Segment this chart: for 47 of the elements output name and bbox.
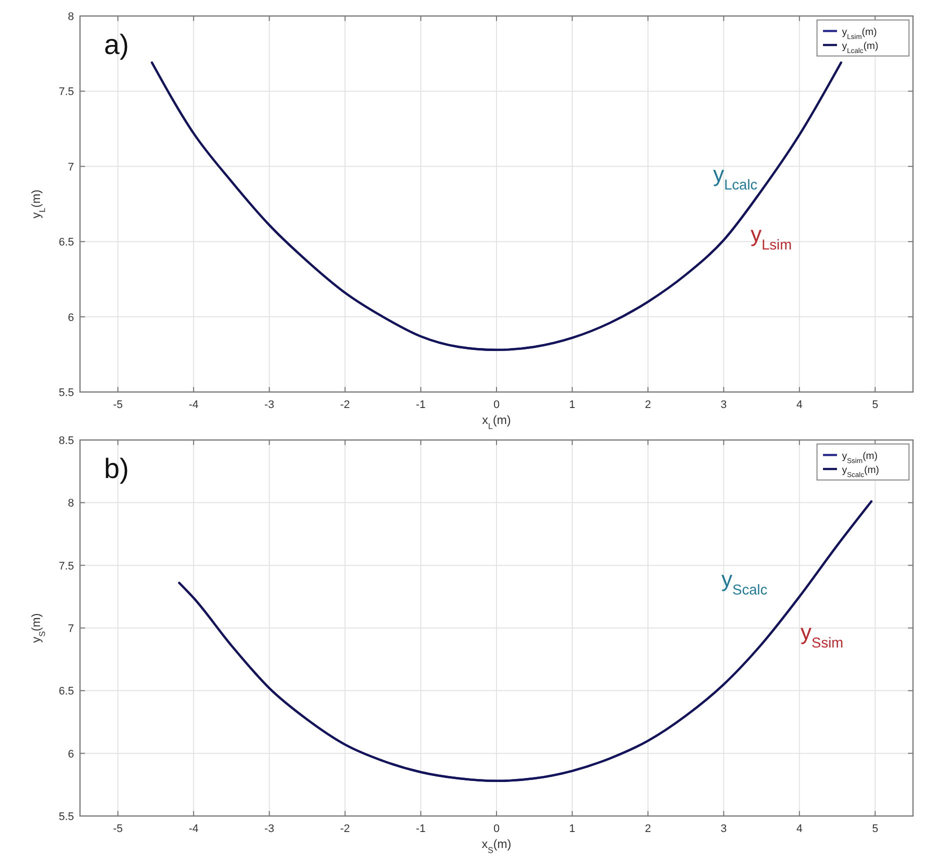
x-axis-title: x$_{S}$(m) [482, 837, 512, 855]
annotation: y$_{Lcalc}$ [713, 161, 758, 194]
x-tick-label: -1 [416, 823, 426, 835]
x-axis-title: x$_{L}$(m) [482, 413, 511, 431]
x-tick-label: 3 [720, 823, 727, 835]
x-tick-label: 3 [720, 399, 727, 411]
x-tick-label: 2 [644, 823, 652, 835]
legend-label: y$_{Lsim}$(m) [842, 27, 877, 40]
y-tick-label: 8 [68, 11, 74, 23]
y-tick-label: 6 [68, 748, 74, 760]
y-tick-label: 7.5 [58, 86, 74, 98]
x-tick-label: -2 [340, 823, 350, 835]
x-tick-label: -5 [112, 823, 123, 835]
y-tick-label: 5.5 [58, 811, 74, 823]
x-tick-label: -1 [416, 399, 426, 411]
y-tick-label: 8.5 [58, 435, 74, 447]
annotation: y$_{Ssim}$ [800, 619, 844, 652]
y-tick-label: 7 [68, 623, 74, 635]
y-tick-label: 7.5 [58, 560, 74, 572]
y-tick-label: 5.5 [58, 387, 74, 399]
text: b) [104, 453, 129, 484]
text: a) [104, 29, 129, 60]
x-tick-label: 4 [796, 823, 802, 835]
y-tick-label: 6 [68, 312, 74, 324]
x-tick-label: 0 [493, 823, 500, 835]
annotation: y$_{Lsim}$ [750, 222, 792, 254]
x-tick-label: 5 [872, 399, 878, 411]
y-tick-label: 6.5 [58, 236, 74, 249]
x-tick-label: -4 [188, 399, 198, 411]
x-tick-label: -5 [112, 399, 123, 411]
x-tick-label: 5 [872, 823, 878, 835]
y-tick-label: 8 [68, 498, 74, 510]
legend-label: y$_{Ssim}$(m) [842, 451, 878, 464]
annotation: y$_{Scalc}$ [721, 566, 768, 599]
x-tick-label: -4 [188, 823, 198, 835]
x-tick-label: 4 [796, 399, 802, 411]
legend-label: y$_{Lcalc}$(m) [842, 41, 878, 54]
y-tick-label: 6.5 [58, 686, 74, 698]
x-tick-label: -2 [340, 399, 350, 411]
y-tick-label: 7 [68, 161, 74, 174]
legend-label: y$_{Scalc}$(m) [842, 465, 880, 478]
x-tick-label: -3 [264, 823, 274, 835]
x-tick-label: 1 [569, 399, 576, 411]
x-tick-label: -3 [264, 399, 274, 411]
x-tick-label: 2 [644, 399, 652, 411]
x-tick-label: 0 [493, 399, 500, 411]
x-tick-label: 1 [569, 823, 576, 835]
